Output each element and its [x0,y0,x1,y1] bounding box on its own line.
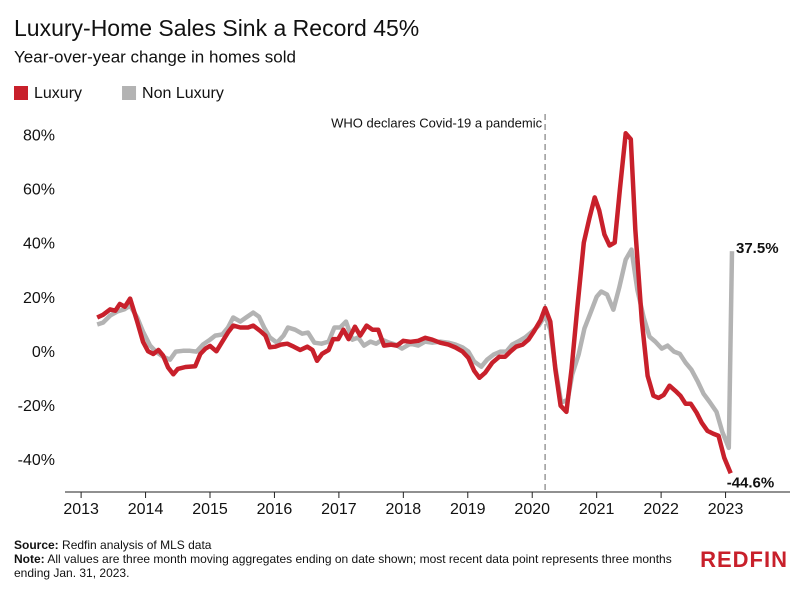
source: Source: Redfin analysis of MLS data [14,538,211,552]
legend-label: Luxury [34,85,82,102]
y-tick-label: -40% [18,452,55,469]
chart: Luxury-Home Sales Sink a Record 45% Year… [14,15,790,518]
series-line [96,131,733,475]
note: Note: All values are three month moving … [14,552,674,580]
chart-title: Luxury-Home Sales Sink a Record 45% [14,15,419,41]
x-tick-label: 2015 [192,501,228,518]
y-tick-label: 80% [23,127,55,144]
x-tick-label: 2016 [257,501,293,518]
y-tick-label: 20% [23,290,55,307]
x-tick-label: 2018 [386,501,422,518]
y-tick-label: 0% [32,344,55,361]
note-label: Note: [14,552,45,566]
x-tick-label: 2019 [450,501,486,518]
legend-swatch [14,86,28,100]
chart-subtitle: Year-over-year change in homes sold [14,47,296,66]
series-line [96,247,735,451]
x-tick-label: 2022 [643,501,679,518]
source-label: Source: [14,538,59,552]
x-tick-label: 2017 [321,501,357,518]
legend-label: Non Luxury [142,85,224,102]
logo: REDFIN [700,547,788,572]
x-tick-label: 2023 [708,501,744,518]
end-label: 37.5% [736,240,779,257]
x-tick-label: 2013 [63,501,99,518]
source-text: Redfin analysis of MLS data [62,538,212,552]
x-tick-label: 2021 [579,501,615,518]
legend-swatch [122,86,137,100]
end-label: -44.6% [727,474,775,491]
y-tick-label: 40% [23,236,55,253]
annotation-text: WHO declares Covid-19 a pandemic [331,115,542,130]
note-text: All values are three month moving aggreg… [14,552,672,580]
x-tick-label: 2014 [128,501,164,518]
y-tick-label: 60% [23,182,55,199]
x-tick-label: 2020 [514,501,550,518]
y-tick-label: -20% [18,398,55,415]
